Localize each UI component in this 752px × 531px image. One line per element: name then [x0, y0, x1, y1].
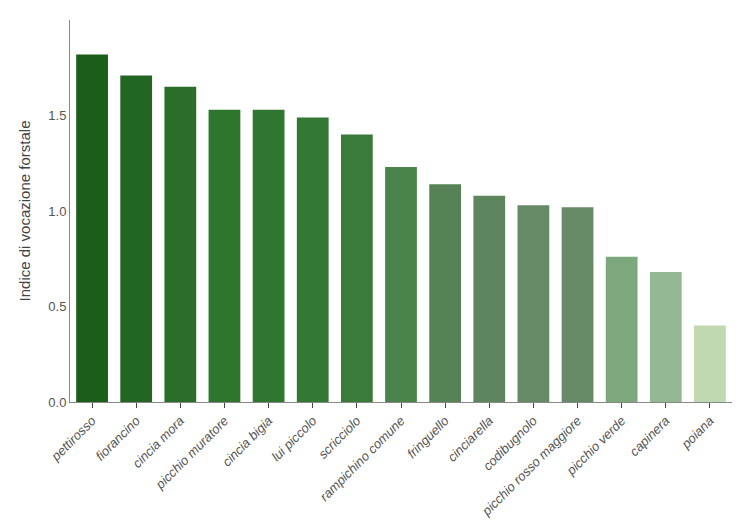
svg-text:poiana: poiana — [678, 413, 717, 452]
svg-text:cincia bigia: cincia bigia — [219, 413, 275, 469]
svg-text:1.0: 1.0 — [48, 204, 66, 219]
svg-text:cincia mora: cincia mora — [129, 413, 187, 471]
svg-text:pettirosso: pettirosso — [48, 413, 99, 464]
svg-text:0.5: 0.5 — [48, 299, 66, 314]
svg-text:picchio rosso maggiore: picchio rosso maggiore — [478, 413, 584, 519]
svg-text:0.0: 0.0 — [48, 395, 66, 410]
svg-text:1.5: 1.5 — [48, 108, 66, 123]
svg-text:scricciolo: scricciolo — [315, 413, 363, 461]
svg-text:capinera: capinera — [627, 413, 673, 459]
svg-text:cinciarella: cinciarella — [445, 413, 496, 464]
svg-text:Indice di vocazione forstale: Indice di vocazione forstale — [16, 121, 33, 302]
svg-text:lui piccolo: lui piccolo — [268, 413, 319, 464]
svg-text:rampichino comune: rampichino comune — [317, 413, 408, 504]
svg-text:fringuello: fringuello — [404, 413, 452, 461]
svg-text:picchio muratore: picchio muratore — [152, 413, 231, 492]
svg-text:fiorancino: fiorancino — [92, 413, 142, 463]
svg-text:codibugnolo: codibugnolo — [480, 413, 540, 473]
svg-text:picchio verde: picchio verde — [563, 413, 628, 478]
